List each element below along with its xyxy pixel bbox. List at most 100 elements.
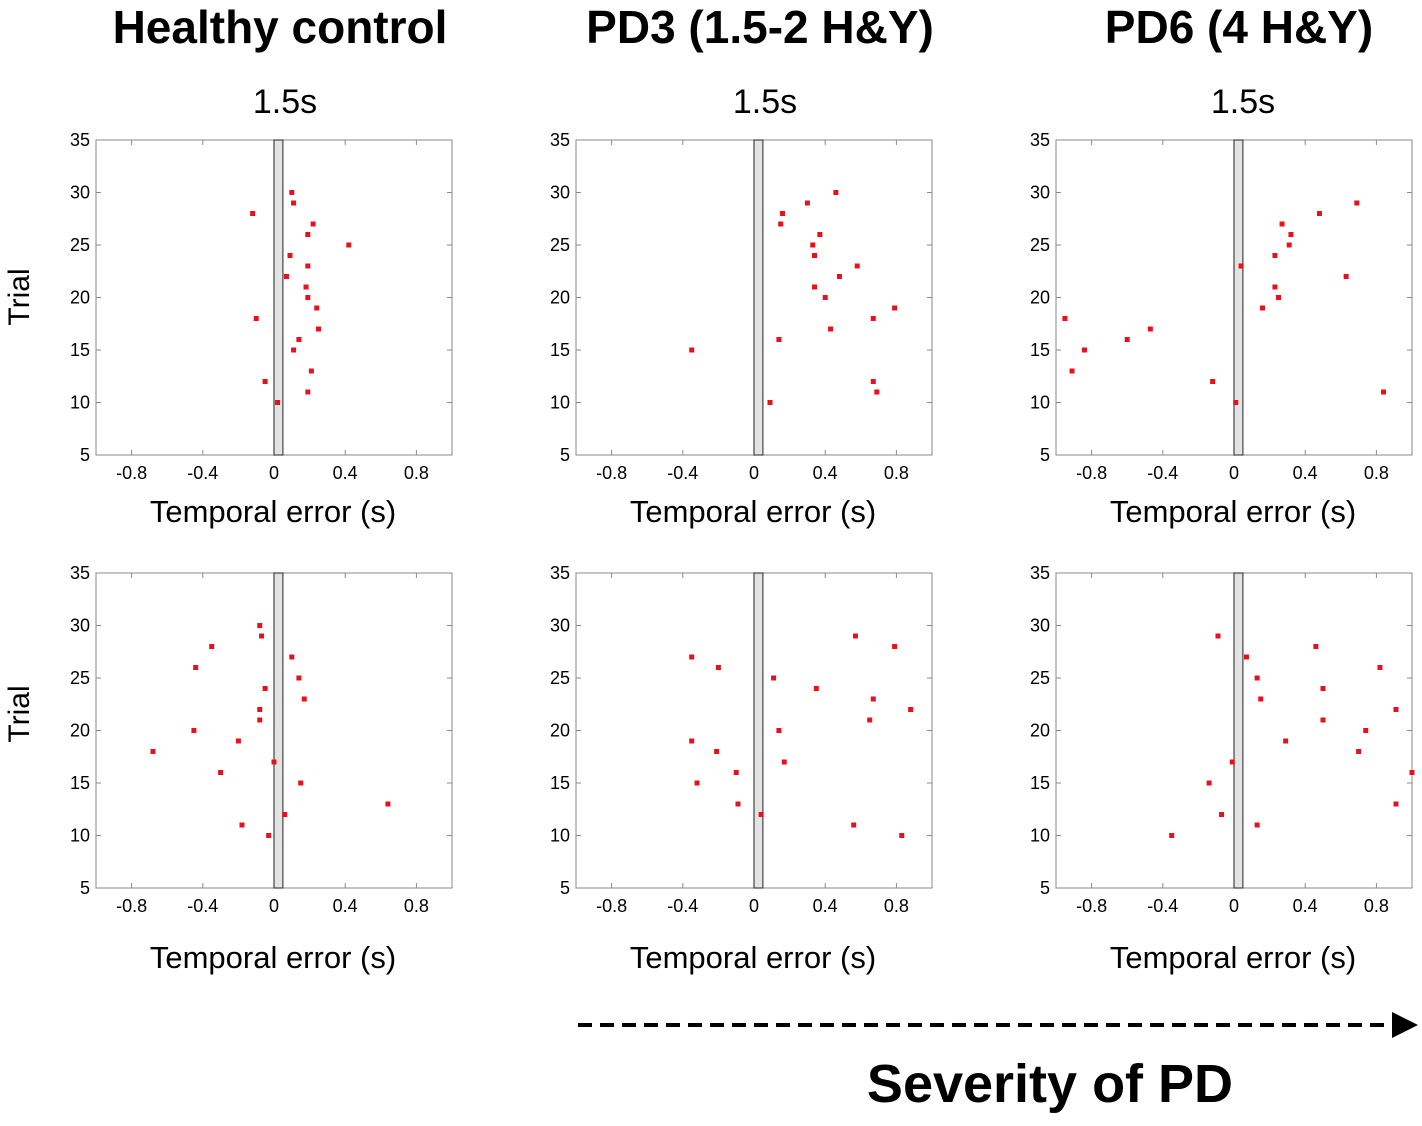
y-tick-label: 30 — [70, 616, 90, 636]
data-point — [296, 675, 302, 681]
data-point — [870, 316, 876, 321]
data-point — [1283, 738, 1289, 744]
data-point — [296, 337, 302, 342]
y-tick-label: 35 — [550, 130, 570, 150]
target-window-bar — [1233, 139, 1244, 456]
y-tick-label: 20 — [70, 721, 90, 741]
data-point — [305, 389, 311, 395]
data-point — [1233, 400, 1239, 405]
target-window-bar — [273, 139, 284, 456]
data-point — [1243, 654, 1249, 660]
y-tick-label: 5 — [80, 445, 90, 465]
x-tick-label: -0.8 — [1076, 463, 1107, 483]
y-tick-label: 30 — [550, 616, 570, 636]
data-point — [1320, 717, 1326, 723]
y-tick-label: 20 — [1030, 288, 1050, 308]
x-axis-label-1: Temporal error (s) — [629, 494, 877, 529]
y-tick-label: 5 — [1040, 445, 1050, 465]
data-point — [235, 738, 241, 744]
data-point — [778, 221, 784, 227]
data-point — [892, 305, 898, 311]
data-point — [1215, 633, 1221, 639]
x-tick-label: -0.4 — [667, 463, 698, 483]
data-point — [851, 822, 857, 828]
target-window-bar — [753, 139, 764, 456]
group-title-healthy-control: Healthy control — [112, 1, 448, 53]
data-point — [1363, 728, 1369, 733]
data-point — [385, 801, 391, 807]
scatter-panel-3: 5 10 15 20 25 30 35 -0.8 -0.4 0 0.4 0.8 — [70, 563, 453, 916]
data-point — [1356, 749, 1362, 754]
data-point — [735, 801, 741, 807]
x-tick-label: 0.8 — [1364, 896, 1389, 916]
group-title-pd6: PD6 (4 H&Y) — [1104, 1, 1374, 53]
y-tick-label: 35 — [1030, 563, 1050, 583]
data-point — [1124, 337, 1130, 342]
data-point — [1288, 232, 1294, 237]
x-tick-label: 0.8 — [404, 896, 429, 916]
data-point — [1354, 200, 1360, 206]
data-point — [767, 400, 773, 405]
target-window-bar — [273, 572, 284, 889]
x-tick-label: 0.8 — [884, 896, 909, 916]
x-tick-label: -0.8 — [596, 463, 627, 483]
y-tick-label: 20 — [70, 288, 90, 308]
data-point — [870, 696, 876, 702]
data-point — [289, 190, 295, 195]
scatter-panel-0: 5 10 15 20 25 30 35 -0.8 -0.4 0 0.4 0.8 — [70, 130, 453, 483]
data-point — [1377, 665, 1383, 670]
data-point — [1147, 326, 1153, 332]
y-tick-label: 15 — [70, 773, 90, 793]
data-point — [1320, 686, 1326, 691]
x-tick-label: 0.8 — [404, 463, 429, 483]
data-point — [291, 347, 297, 353]
x-axis-label-3: Temporal error (s) — [149, 940, 397, 975]
data-point — [828, 326, 834, 332]
scatter-panel-5: 5 10 15 20 25 30 35 -0.8 -0.4 0 0.4 0.8 — [1030, 563, 1415, 916]
x-tick-label: 0.4 — [333, 463, 358, 483]
y-tick-label: 30 — [550, 183, 570, 203]
x-tick-label: 0.4 — [333, 896, 358, 916]
x-tick-label: 0.8 — [884, 463, 909, 483]
data-point — [1393, 707, 1399, 712]
y-tick-label: 10 — [70, 393, 90, 413]
data-point — [310, 221, 316, 227]
x-tick-label: 0 — [269, 463, 279, 483]
y-tick-label: 10 — [70, 826, 90, 846]
data-point — [1409, 770, 1415, 775]
data-point — [1279, 221, 1285, 227]
y-tick-label: 5 — [80, 878, 90, 898]
data-point — [287, 253, 293, 258]
data-point — [822, 295, 828, 300]
data-point — [715, 665, 721, 670]
data-point — [714, 749, 720, 754]
data-point — [812, 253, 818, 258]
data-point — [776, 728, 782, 733]
data-point — [854, 263, 860, 269]
data-point — [1313, 644, 1319, 649]
data-point — [689, 738, 695, 744]
data-point — [314, 305, 320, 311]
y-tick-label: 25 — [1030, 235, 1050, 255]
data-point — [1343, 274, 1349, 279]
data-point — [283, 274, 289, 279]
data-point — [303, 284, 309, 290]
data-point — [282, 812, 288, 817]
data-point — [892, 644, 898, 649]
data-point — [308, 368, 314, 374]
subtitle-healthy-control: 1.5s — [252, 83, 318, 121]
data-point — [305, 295, 311, 300]
y-tick-label: 15 — [70, 340, 90, 360]
x-tick-label: -0.4 — [667, 896, 698, 916]
data-point — [218, 770, 224, 775]
data-point — [1286, 242, 1292, 248]
data-point — [1259, 305, 1265, 311]
data-point — [836, 274, 842, 279]
data-point — [275, 400, 281, 405]
subtitle-pd3: 1.5s — [732, 83, 798, 121]
y-tick-label: 20 — [1030, 721, 1050, 741]
data-point — [305, 232, 311, 237]
x-tick-label: 0 — [1229, 463, 1239, 483]
x-tick-label: 0.4 — [1293, 896, 1318, 916]
data-point — [209, 644, 215, 649]
